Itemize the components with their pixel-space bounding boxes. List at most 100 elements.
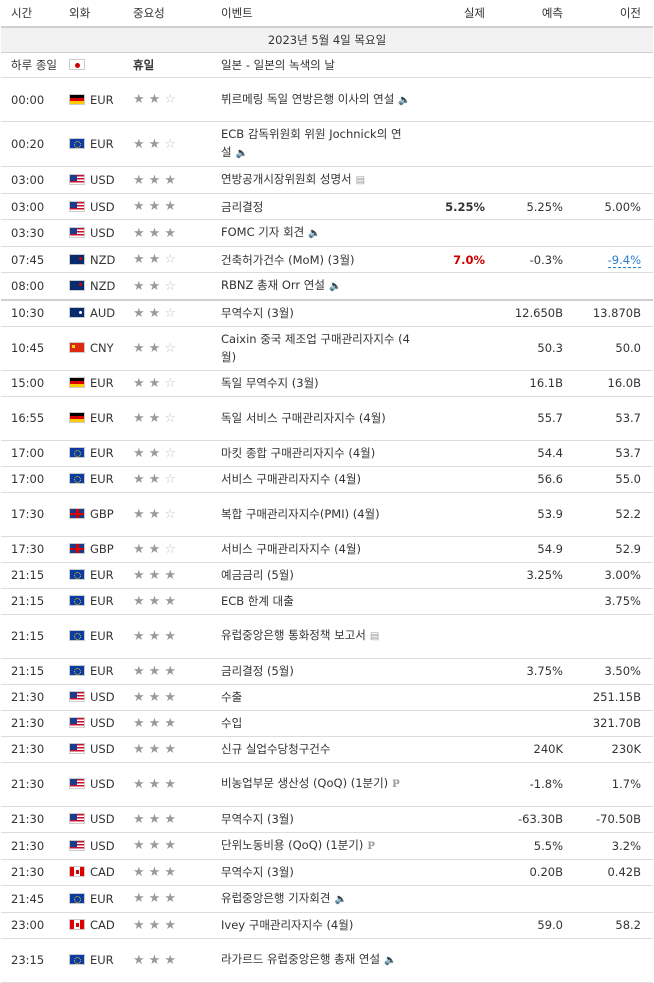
event-row[interactable]: 00:20 EUR ★★☆ ECB 감독위원회 위원 Jochnick의 연설 🔈 (1, 121, 653, 167)
event-row[interactable]: 21:30 USD ★★★ 무역수지 (3월) -63.30B -70.50B (1, 806, 653, 833)
event-row[interactable]: 10:30 AUD ★★☆ 무역수지 (3월) 12.650B 13.870B (1, 299, 653, 327)
event-row[interactable]: 17:30 GBP ★★☆ 서비스 구매관리자지수 (4월) 54.9 52.9 (1, 536, 653, 563)
event-name[interactable]: Ivey 구매관리자지수 (4월) (221, 912, 411, 939)
event-name[interactable]: 무역수지 (3월) (221, 859, 411, 886)
event-row[interactable]: 21:15 EUR ★★★ 금리결정 (5월) 3.75% 3.50% (1, 658, 653, 685)
event-name-text[interactable]: 연방공개시장위원회 성명서 (221, 172, 352, 186)
event-row[interactable]: 23:00 CAD ★★★ Ivey 구매관리자지수 (4월) 59.0 58.2 (1, 912, 653, 939)
event-row[interactable]: 17:30 GBP ★★☆ 복합 구매관리자지수(PMI) (4월) 53.9 52.2 (1, 492, 653, 537)
event-name-text[interactable]: 무역수지 (3월) (221, 306, 294, 321)
event-name-text[interactable]: 무역수지 (3월) (221, 812, 294, 826)
event-name[interactable]: 독일 무역수지 (3월) (221, 370, 411, 397)
event-name-text[interactable]: 유럽중앙은행 통화정책 보고서 (221, 628, 366, 642)
event-name-text[interactable]: 건축허가건수 (MoM) (3월) (221, 252, 355, 267)
event-name[interactable]: 독일 서비스 구매관리자지수 (4월) (221, 396, 411, 441)
event-name[interactable]: 신규 실업수당청구건수 (221, 736, 411, 763)
event-row[interactable]: 03:30 USD ★★★ FOMC 기자 회견 🔈 (1, 219, 653, 247)
event-name-text[interactable]: Ivey 구매관리자지수 (4월) (221, 918, 354, 932)
event-name[interactable]: ECB 감독위원회 위원 Jochnick의 연설 🔈 (221, 121, 411, 167)
event-name[interactable]: 뷔르메링 독일 연방은행 이사의 연설 🔈 (221, 77, 411, 122)
event-name[interactable]: 비농업부문 생산성 (QoQ) (1분기) P (221, 762, 411, 807)
event-row[interactable]: 21:15 EUR ★★★ ECB 한계 대출 3.75% (1, 588, 653, 615)
event-name[interactable]: 무역수지 (3월) (221, 299, 411, 327)
event-name[interactable]: RBNZ 총재 Orr 연설 🔈 (221, 272, 411, 301)
event-name[interactable]: 수입 (221, 710, 411, 737)
event-row[interactable]: 07:45 NZD ★★☆ 건축허가건수 (MoM) (3월) 7.0% -0.3% -9.… (1, 246, 653, 273)
event-name[interactable]: 복합 구매관리자지수(PMI) (4월) (221, 492, 411, 537)
event-name-text[interactable]: 신규 실업수당청구건수 (221, 742, 331, 756)
event-name-text[interactable]: 독일 무역수지 (3월) (221, 376, 319, 390)
event-name-text[interactable]: 금리결정 (5월) (221, 664, 294, 678)
header-currency[interactable]: 외화 (69, 0, 133, 28)
event-row[interactable]: 21:15 EUR ★★★ 유럽중앙은행 통화정책 보고서 ▤ (1, 614, 653, 659)
event-name[interactable]: 유럽중앙은행 통화정책 보고서 ▤ (221, 614, 411, 659)
previous-value: 251.15B (592, 690, 641, 704)
event-row[interactable]: 03:00 USD ★★★ 금리결정 5.25% 5.25% 5.00% (1, 193, 653, 220)
event-name[interactable]: Caixin 중국 제조업 구매관리자지수 (4월) (221, 326, 411, 371)
event-row[interactable]: 21:30 USD ★★★ 신규 실업수당청구건수 240K 230K (1, 736, 653, 763)
event-name-text[interactable]: 비농업부문 생산성 (QoQ) (1분기) (221, 776, 389, 790)
event-name-text[interactable]: 일본 - 일본의 녹색의 날 (221, 58, 335, 72)
event-name[interactable]: 단위노동비용 (QoQ) (1분기) P (221, 832, 411, 860)
previous-value[interactable]: -9.4% (607, 252, 641, 268)
event-row[interactable]: 08:00 NZD ★★☆ RBNZ 총재 Orr 연설 🔈 (1, 272, 653, 301)
event-name-text[interactable]: 뷔르메링 독일 연방은행 이사의 연설 (221, 91, 395, 106)
header-event[interactable]: 이벤트 (221, 0, 411, 28)
event-row[interactable]: 15:00 EUR ★★☆ 독일 무역수지 (3월) 16.1B 16.0B (1, 370, 653, 397)
event-name[interactable]: 연방공개시장위원회 성명서 ▤ (221, 166, 411, 194)
event-name-text[interactable]: 무역수지 (3월) (221, 865, 294, 879)
event-name-text[interactable]: ECB 감독위원회 위원 Jochnick의 연설 (221, 127, 402, 159)
event-name-text[interactable]: 서비스 구매관리자지수 (4월) (221, 542, 361, 556)
event-row[interactable]: 03:00 USD ★★★ 연방공개시장위원회 성명서 ▤ (1, 166, 653, 194)
event-row[interactable]: 10:45 CNY ★★☆ Caixin 중국 제조업 구매관리자지수 (4월) 50.… (1, 326, 653, 371)
event-name-text[interactable]: 서비스 구매관리자지수 (4월) (221, 472, 361, 486)
event-name-text[interactable]: ECB 한계 대출 (221, 594, 294, 608)
event-name[interactable]: 금리결정 (5월) (221, 658, 411, 685)
event-row[interactable]: 21:30 USD ★★★ 수출 251.15B (1, 684, 653, 711)
event-name[interactable]: 서비스 구매관리자지수 (4월) (221, 536, 411, 563)
event-name[interactable]: ECB 한계 대출 (221, 588, 411, 615)
event-row[interactable]: 21:30 USD ★★★ 수입 321.70B (1, 710, 653, 737)
event-name-text[interactable]: RBNZ 총재 Orr 연설 (221, 278, 325, 292)
event-name-text[interactable]: 금리결정 (221, 199, 264, 214)
event-name-text[interactable]: 수입 (221, 716, 243, 730)
event-name-text[interactable]: FOMC 기자 회견 (221, 225, 305, 239)
event-row[interactable]: 21:30 CAD ★★★ 무역수지 (3월) 0.20B 0.42B (1, 859, 653, 886)
event-name[interactable]: 건축허가건수 (MoM) (3월) (221, 246, 411, 273)
event-name[interactable]: 서비스 구매관리자지수 (4월) (221, 466, 411, 493)
event-row[interactable]: 23:15 EUR ★★★ 라가르드 유럽중앙은행 총재 연설 🔈 (1, 938, 653, 983)
importance-star-icon: ★ (133, 340, 149, 356)
event-name-text[interactable]: Caixin 중국 제조업 구매관리자지수 (4월) (221, 332, 410, 364)
event-name[interactable]: FOMC 기자 회견 🔈 (221, 219, 411, 247)
event-name-text[interactable]: 예금금리 (5월) (221, 568, 294, 582)
header-importance[interactable]: 중요성 (133, 0, 221, 28)
event-row[interactable]: 17:00 EUR ★★☆ 서비스 구매관리자지수 (4월) 56.6 55.0 (1, 466, 653, 493)
event-name[interactable]: 라가르드 유럽중앙은행 총재 연설 🔈 (221, 938, 411, 983)
event-name-text[interactable]: 수출 (221, 690, 243, 704)
event-name-text[interactable]: 복합 구매관리자지수(PMI) (4월) (221, 507, 380, 521)
event-name-text[interactable]: 유럽중앙은행 기자회견 (221, 890, 331, 905)
event-name-text[interactable]: 마킷 종합 구매관리자지수 (4월) (221, 446, 376, 460)
event-row[interactable]: 17:00 EUR ★★☆ 마킷 종합 구매관리자지수 (4월) 54.4 53.7 (1, 440, 653, 467)
event-row[interactable]: 21:30 USD ★★★ 단위노동비용 (QoQ) (1분기) P 5.5% 3.2% (1, 832, 653, 860)
event-name[interactable]: 마킷 종합 구매관리자지수 (4월) (221, 440, 411, 467)
header-time[interactable]: 시간 (1, 0, 69, 28)
event-name[interactable]: 금리결정 (221, 193, 411, 220)
event-name[interactable]: 무역수지 (3월) (221, 806, 411, 833)
event-row[interactable]: 21:45 EUR ★★★ 유럽중앙은행 기자회견 🔈 (1, 885, 653, 913)
event-row[interactable]: 21:15 EUR ★★★ 예금금리 (5월) 3.25% 3.00% (1, 562, 653, 589)
header-previous[interactable]: 이전 (575, 0, 653, 28)
event-name[interactable]: 예금금리 (5월) (221, 562, 411, 589)
event-name-text[interactable]: 독일 서비스 구매관리자지수 (4월) (221, 411, 386, 425)
event-name[interactable]: 일본 - 일본의 녹색의 날 (221, 52, 411, 78)
event-name[interactable]: 유럽중앙은행 기자회견 🔈 (221, 885, 411, 913)
event-row[interactable]: 16:55 EUR ★★☆ 독일 서비스 구매관리자지수 (4월) 55.7 53.7 (1, 396, 653, 441)
event-row[interactable]: 하루 종일 휴일 일본 - 일본의 녹색의 날 (1, 52, 653, 78)
event-row[interactable]: 00:00 EUR ★★☆ 뷔르메링 독일 연방은행 이사의 연설 🔈 (1, 77, 653, 122)
event-name-text[interactable]: 라가르드 유럽중앙은행 총재 연설 (221, 952, 381, 966)
header-actual[interactable]: 실제 (411, 0, 497, 28)
event-name-text[interactable]: 단위노동비용 (QoQ) (1분기) (221, 837, 364, 852)
event-name[interactable]: 수출 (221, 684, 411, 711)
header-forecast[interactable]: 예측 (497, 0, 575, 28)
event-row[interactable]: 21:30 USD ★★★ 비농업부문 생산성 (QoQ) (1분기) P -1.8% 1.… (1, 762, 653, 807)
